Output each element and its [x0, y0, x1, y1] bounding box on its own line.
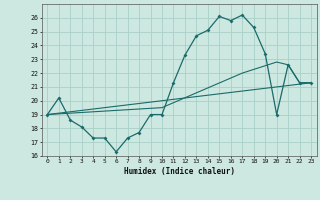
X-axis label: Humidex (Indice chaleur): Humidex (Indice chaleur): [124, 167, 235, 176]
